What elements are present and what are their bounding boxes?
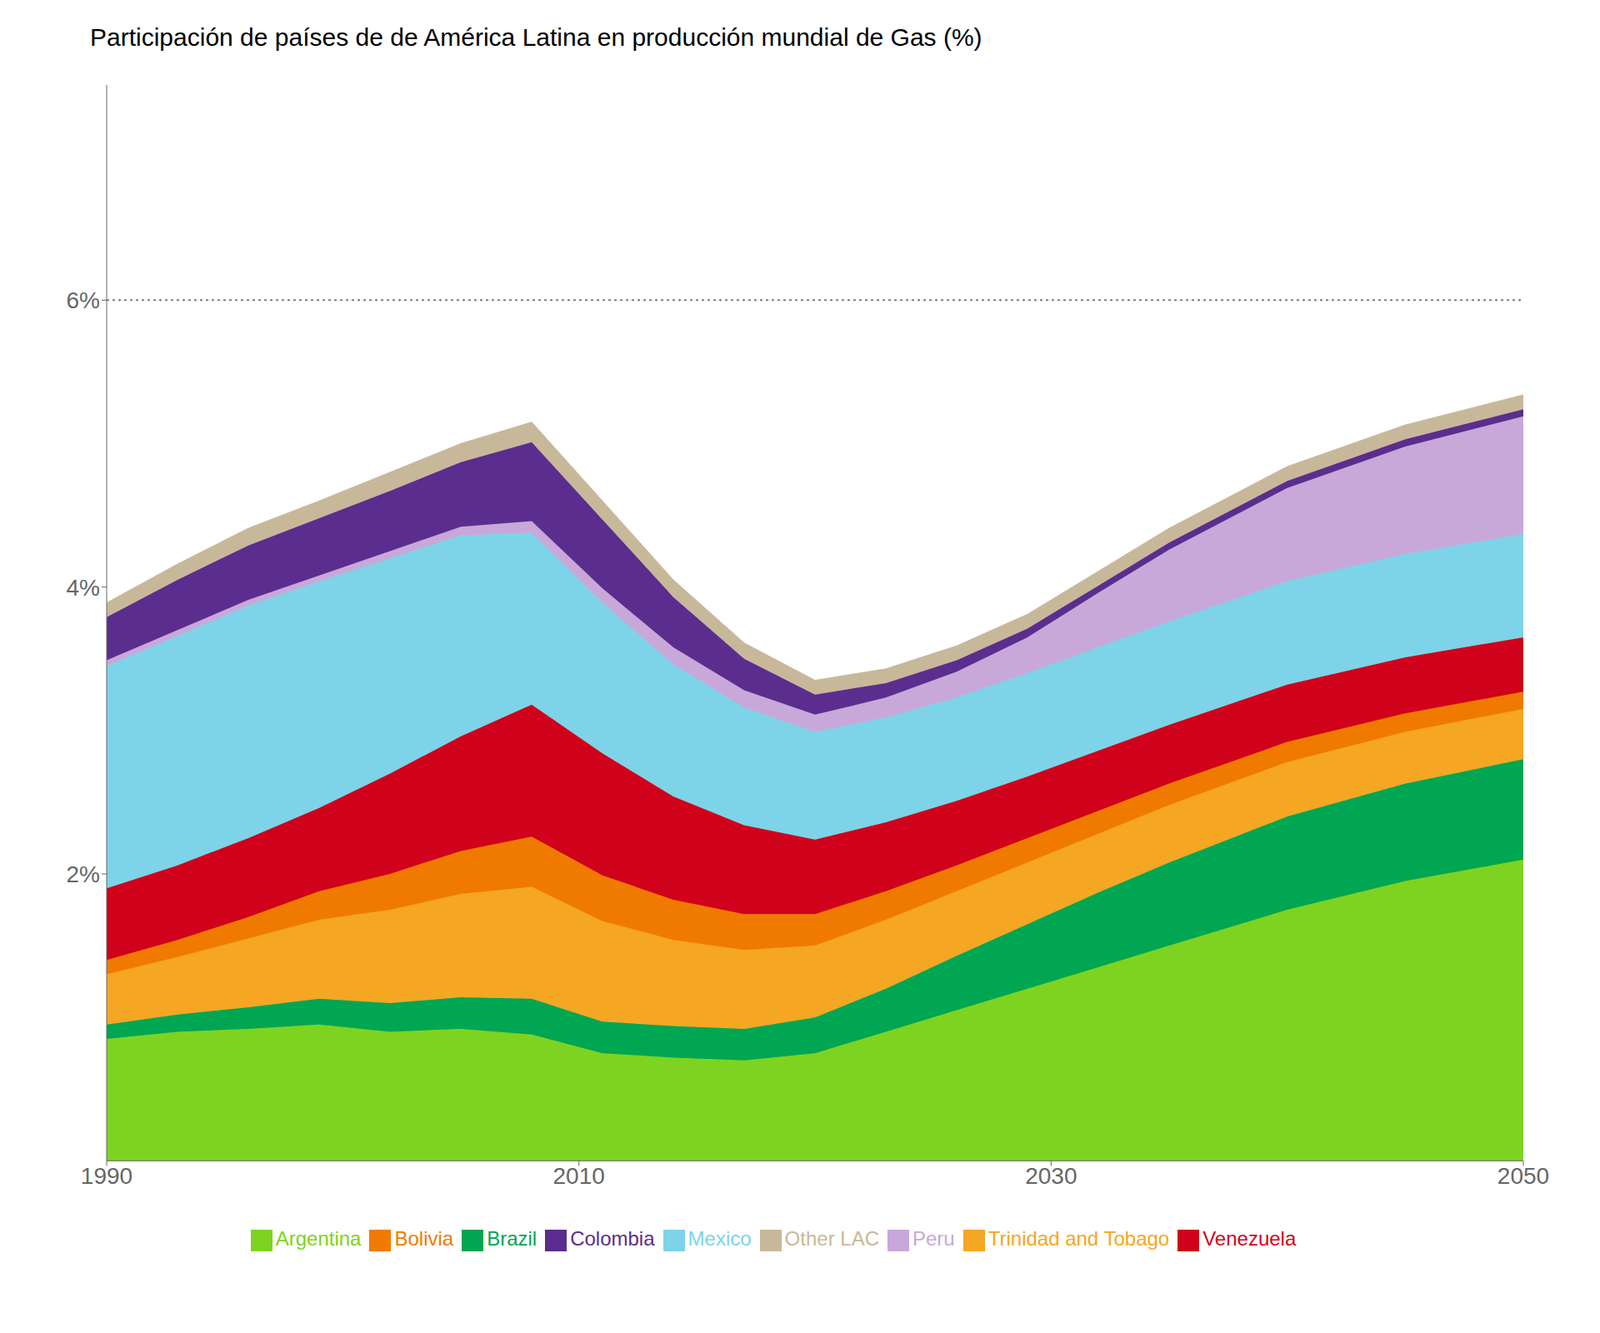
html-text:Argentina: Argentina xyxy=(275,1227,362,1251)
svg-text:1990: 1990 xyxy=(80,1163,133,1190)
html-text:Colombia: Colombia xyxy=(570,1227,655,1251)
svg-text:2050: 2050 xyxy=(1497,1163,1550,1190)
html-text:Bolivia: Bolivia xyxy=(394,1227,454,1251)
html-text:Other LAC: Other LAC xyxy=(784,1227,880,1251)
svg-text:2010: 2010 xyxy=(553,1163,605,1190)
html-text:Venezuela: Venezuela xyxy=(1202,1227,1297,1251)
html-text:Brazil: Brazil xyxy=(486,1227,537,1251)
svg-text:2030: 2030 xyxy=(1025,1163,1077,1190)
svg-text:6%: 6% xyxy=(66,287,100,314)
html-text:Peru: Peru xyxy=(912,1227,955,1251)
html-text:Mexico: Mexico xyxy=(688,1227,752,1251)
svg-text:2%: 2% xyxy=(66,861,100,888)
svg-text:4%: 4% xyxy=(66,575,100,601)
html-text:Participación de países de de: Participación de países de de América La… xyxy=(90,23,983,51)
html-text:Trinidad and Tobago: Trinidad and Tobago xyxy=(988,1227,1170,1251)
